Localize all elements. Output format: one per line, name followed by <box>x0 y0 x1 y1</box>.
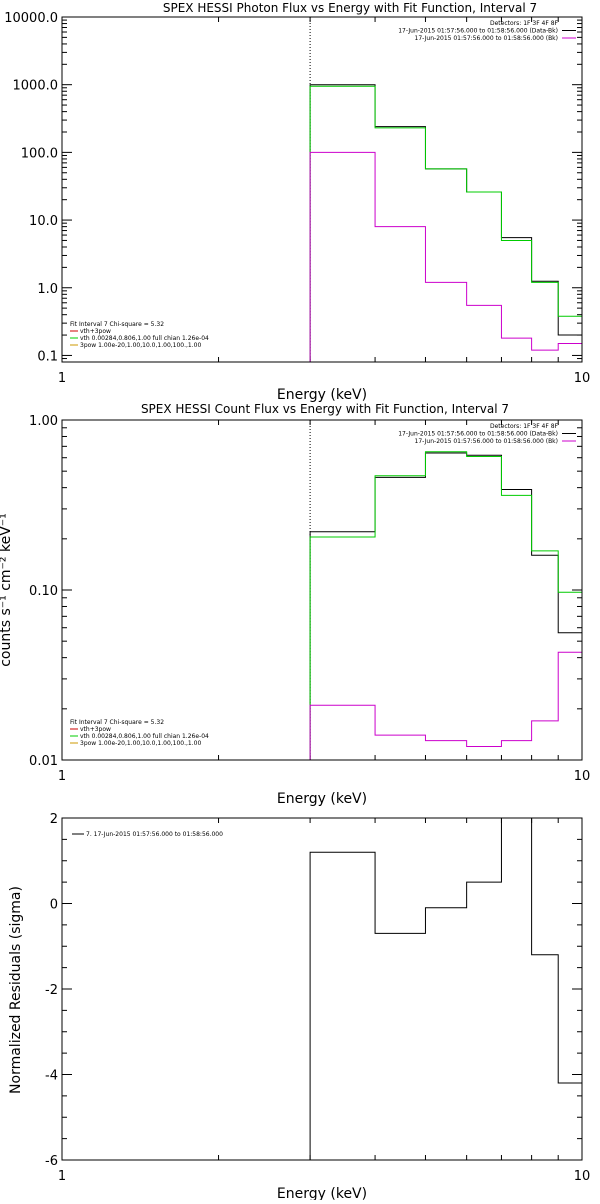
legend-fit-header: Fit Interval 7 Chi-square = 5.32 <box>70 321 164 328</box>
panel-count-flux: SPEX HESSI Count Flux vs Energy with Fit… <box>0 402 590 807</box>
panel1-xlabel: Energy (keV) <box>277 387 367 403</box>
y-tick-label: 10000.0 <box>4 11 58 26</box>
panel1-axes-frame <box>61 16 583 363</box>
panel1-title: SPEX HESSI Photon Flux vs Energy with Fi… <box>163 1 537 15</box>
y-tick-label: -4 <box>45 1069 58 1084</box>
x-tick-label: 10 <box>574 1169 591 1184</box>
y-tick-label: 0.10 <box>29 584 58 599</box>
series-fit-step-line <box>309 451 582 760</box>
panel2-xlabel: Energy (keV) <box>277 791 367 807</box>
panel2-ylabel: counts s⁻¹ cm⁻² keV⁻¹ <box>0 513 14 667</box>
panel-residuals: 1 10 -6 -4 -2 0 2 Energy (keV) Normalized Resi… <box>8 812 591 1202</box>
y-tick-label: 0.01 <box>29 754 58 769</box>
panel3-axes-frame <box>61 817 583 1161</box>
legend-entry-text: 3pow 1.00e-20,1.00,10.0,1.00,100.,1.00 <box>80 740 201 747</box>
legend-fit-header: Fit Interval 7 Chi-square = 5.32 <box>70 719 164 726</box>
y-tick-label: -2 <box>45 983 58 998</box>
panel2-axes-frame <box>61 419 583 761</box>
series-thick-step-line <box>309 151 582 362</box>
series-bk-step-line <box>309 651 582 760</box>
legend-entry-text: vth 0.00284,0.806,1.00 full chian 1.26e-… <box>80 733 209 740</box>
y-tick-label: 100.0 <box>21 146 58 161</box>
panel2-legend-bottom-left: Fit Interval 7 Chi-square = 5.32vth+3pow… <box>70 719 209 747</box>
y-tick-label: 1.0 <box>37 282 58 297</box>
panel2-plot-area: 1 10 0.01 0.10 1.00 <box>29 414 590 784</box>
legend-entry-text: Detectors: 1F 3F 4F 8F <box>490 20 559 27</box>
legend-entry-text: 17-Jun-2015 01:57:56.000 to 01:58:56.000… <box>415 438 558 445</box>
legend-entry-text: 17-Jun-2015 01:57:56.000 to 01:58:56.000… <box>398 28 558 35</box>
x-tick-label: 1 <box>58 769 66 784</box>
y-tick-label: -6 <box>45 1154 58 1169</box>
legend-entry-text: 7. 17-Jun-2015 01:57:56.000 to 01:58:56.… <box>86 831 223 838</box>
panel-photon-flux: SPEX HESSI Photon Flux vs Energy with Fi… <box>4 1 590 403</box>
y-tick-label: 1000.0 <box>13 79 59 94</box>
legend-entry-text: 17-Jun-2015 01:57:56.000 to 01:58:56.000… <box>415 35 558 42</box>
legend-entry-text: 3pow 1.00e-20,1.00,10.0,1.00,100.,1.00 <box>80 342 201 349</box>
y-tick-label: 1.00 <box>29 414 58 429</box>
legend-entry-text: 17-Jun-2015 01:57:56.000 to 01:58:56.000… <box>398 431 558 438</box>
y-tick-label: 0 <box>50 898 58 913</box>
x-tick-label: 10 <box>574 371 591 386</box>
x-tick-label: 1 <box>58 371 66 386</box>
panel3-legend-top-left: 7. 17-Jun-2015 01:57:56.000 to 01:58:56.… <box>72 831 223 838</box>
legend-entry-text: Detectors: 1F 3F 4F 8F <box>490 423 559 430</box>
series-fit-step-line <box>309 85 582 362</box>
legend-entry-text: vth 0.00284,0.806,1.00 full chian 1.26e-… <box>80 335 209 342</box>
y-tick-label: 0.1 <box>37 349 58 364</box>
y-tick-label: 2 <box>50 812 58 827</box>
panel3-xlabel: Energy (keV) <box>277 1186 367 1200</box>
panel1-legend-bottom-left: Fit Interval 7 Chi-square = 5.32vth+3pow… <box>70 321 209 349</box>
panel3-ylabel: Normalized Residuals (sigma) <box>8 886 24 1094</box>
x-tick-label: 10 <box>574 769 591 784</box>
series-residuals-step-line <box>309 817 582 1160</box>
x-tick-label: 1 <box>58 1169 66 1184</box>
legend-entry-text: vth+3pow <box>80 328 111 335</box>
panel2-title: SPEX HESSI Count Flux vs Energy with Fit… <box>141 402 509 416</box>
y-tick-label: 10.0 <box>29 214 58 229</box>
legend-entry-text: vth+3pow <box>80 726 111 733</box>
